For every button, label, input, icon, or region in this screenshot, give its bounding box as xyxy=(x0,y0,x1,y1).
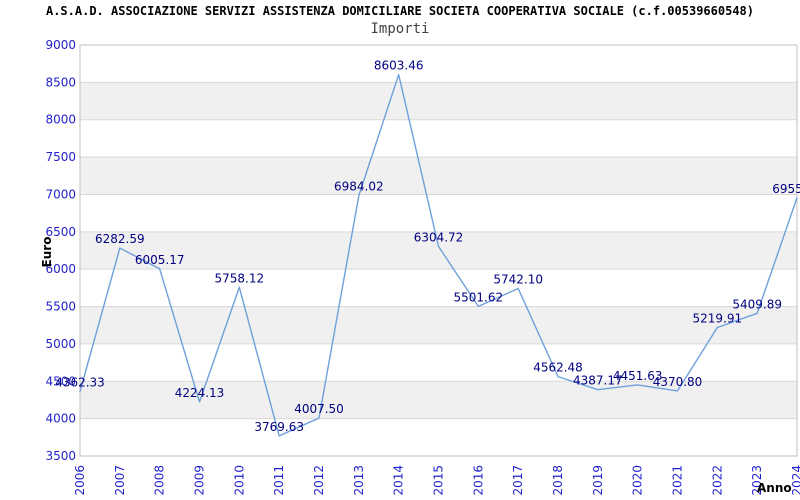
x-tick-label: 2012 xyxy=(312,465,326,496)
y-tick-label: 4000 xyxy=(45,412,76,426)
x-tick-label: 2013 xyxy=(352,465,366,496)
x-tick-label: 2014 xyxy=(392,465,406,496)
plot-band xyxy=(80,194,797,232)
y-tick-label: 5000 xyxy=(45,337,76,351)
plot-band xyxy=(80,82,797,120)
x-tick-label: 2009 xyxy=(193,465,207,496)
x-tick-label: 2010 xyxy=(232,465,246,496)
y-tick-label: 4500 xyxy=(45,374,76,388)
data-point-label: 5742.10 xyxy=(493,272,543,286)
y-tick-label: 7000 xyxy=(45,187,76,201)
data-point-label: 6282.59 xyxy=(95,232,145,246)
data-point-label: 4370.80 xyxy=(653,375,703,389)
data-point-label: 5219.91 xyxy=(693,311,743,325)
plot-band xyxy=(80,306,797,344)
y-tick-label: 8500 xyxy=(45,75,76,89)
x-tick-label: 2015 xyxy=(432,465,446,496)
data-point-label: 6984.02 xyxy=(334,180,384,194)
plot-band xyxy=(80,418,797,456)
data-point-label: 6005.17 xyxy=(135,253,185,267)
x-tick-label: 2022 xyxy=(710,465,724,496)
data-point-label: 4451.63 xyxy=(613,369,663,383)
data-point-label: 8603.46 xyxy=(374,59,424,73)
plot-border xyxy=(79,44,798,457)
x-tick-label: 2008 xyxy=(153,465,167,496)
x-tick-label: 2019 xyxy=(591,465,605,496)
x-tick-label: 2021 xyxy=(671,465,685,496)
data-point-label: 4007.50 xyxy=(294,402,344,416)
data-point-label: 6955.55 xyxy=(772,182,800,196)
y-tick-label: 6000 xyxy=(45,262,76,276)
y-tick-label: 3500 xyxy=(45,449,76,463)
data-point-label: 4562.48 xyxy=(533,361,583,375)
x-tick-label: 2020 xyxy=(631,465,645,496)
x-axis-title: Anno xyxy=(757,481,792,495)
y-tick-label: 9000 xyxy=(45,38,76,52)
x-tick-label: 2024 xyxy=(790,465,800,496)
plot-band xyxy=(80,119,797,158)
plot-band xyxy=(80,343,797,382)
plot-band xyxy=(80,45,797,83)
plot-band xyxy=(80,157,797,195)
data-point-label: 4362.33 xyxy=(55,376,105,390)
x-tick-label: 2023 xyxy=(750,465,764,496)
data-point-label: 5758.12 xyxy=(215,271,265,285)
data-point-label: 6304.72 xyxy=(414,230,464,244)
y-tick-label: 7500 xyxy=(45,150,76,164)
chart-subtitle: Importi xyxy=(370,21,430,37)
plot-band xyxy=(80,231,797,270)
plot-band xyxy=(80,269,797,307)
y-tick-label: 6500 xyxy=(45,225,76,239)
data-point-label: 5409.89 xyxy=(732,297,782,311)
data-series-line xyxy=(79,73,798,437)
x-tick-label: 2006 xyxy=(73,465,87,496)
data-point-label: 5501.62 xyxy=(454,290,504,304)
y-axis-title: Euro xyxy=(40,237,54,268)
x-tick-label: 2016 xyxy=(471,465,485,496)
y-tick-label: 5500 xyxy=(45,300,76,314)
data-point-label: 3769.63 xyxy=(254,420,304,434)
y-tick-label: 8000 xyxy=(45,113,76,127)
x-tick-label: 2011 xyxy=(272,465,286,496)
x-tick-label: 2018 xyxy=(551,465,565,496)
chart-title: A.S.A.D. ASSOCIAZIONE SERVIZI ASSISTENZA… xyxy=(45,4,754,18)
x-tick-label: 2017 xyxy=(511,465,525,496)
x-tick-label: 2007 xyxy=(113,465,127,496)
data-point-label: 4224.13 xyxy=(175,386,225,400)
data-point-label: 4387.17 xyxy=(573,374,623,388)
